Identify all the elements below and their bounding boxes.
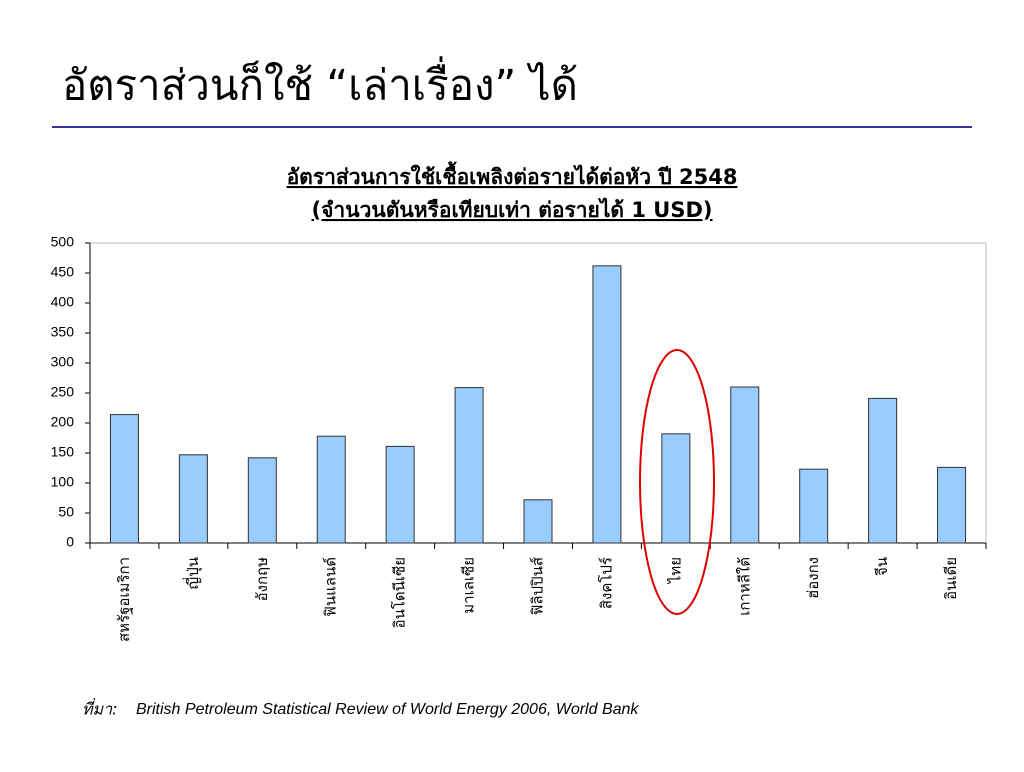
x-tick-label: อินเดีย [942,557,960,600]
x-tick-label: ฟิลิปปินส์ [529,557,547,615]
bar [868,397,898,544]
slide-title: อัตราส่วนก็ใช้ “เล่าเรื่อง” ได้ [62,57,578,110]
y-tick-label: 350 [51,324,75,340]
y-tick-label: 150 [51,444,75,460]
bar [109,414,139,544]
bar [454,387,484,544]
y-tick-label: 450 [51,264,75,280]
bar [385,445,415,544]
x-tick-label: สหรัฐอเมริกา [115,557,133,642]
highlight-ellipse [639,349,715,615]
bar [592,265,622,544]
bar [178,454,208,544]
y-tick-label: 0 [66,534,74,550]
chart-subtitle: (จำนวนตันหรือเทียบเท่า ต่อรายได้ 1 USD) [312,197,713,222]
y-tick-label: 50 [58,504,74,520]
x-tick-label: ฮ่องกง [804,557,822,599]
y-tick-label: 250 [51,384,75,400]
y-tick-label: 300 [51,354,75,370]
x-tick-label: สิงคโปร์ [597,557,615,609]
bar [730,386,760,544]
x-tick-label: อินโดนีเซีย [391,557,409,628]
bar [247,457,277,544]
bar [799,468,829,544]
source-label: ที่มา: [82,698,117,719]
x-tick-label: เกาหลีใต้ [735,557,753,616]
chart-title: อัตราส่วนการใช้เชื้อเพลิงต่อรายได้ต่อหัว… [287,161,738,189]
bar [523,499,553,544]
y-tick-label: 400 [51,294,75,310]
source: British Petroleum Statistical Review of … [136,701,639,718]
x-tick-label: ญี่ปุ่น [182,557,203,590]
bar [937,466,967,544]
y-tick-label: 500 [51,234,75,250]
y-tick-label: 100 [51,474,75,490]
bar [316,435,346,544]
bar [661,433,691,544]
x-tick-label: ไทย [666,557,684,584]
x-tick-label: จีน [873,557,891,576]
plot-frame [89,242,987,544]
y-tick-label: 200 [51,414,75,430]
x-tick-label: มาเลเซีย [460,557,478,614]
x-tick-label: อังกฤษ [253,557,271,601]
x-tick-label: ฟินแลนด์ [322,557,340,617]
